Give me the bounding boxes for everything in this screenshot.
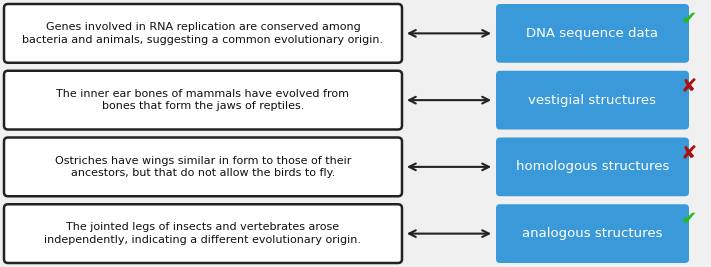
Text: ✘: ✘ xyxy=(681,77,697,96)
FancyBboxPatch shape xyxy=(4,204,402,263)
FancyBboxPatch shape xyxy=(496,204,689,263)
Text: Ostriches have wings similar in form to those of their
ancestors, but that do no: Ostriches have wings similar in form to … xyxy=(55,156,351,178)
Text: ✘: ✘ xyxy=(681,143,697,163)
FancyBboxPatch shape xyxy=(4,4,402,63)
Text: The inner ear bones of mammals have evolved from
bones that form the jaws of rep: The inner ear bones of mammals have evol… xyxy=(56,89,350,111)
Text: vestigial structures: vestigial structures xyxy=(528,94,656,107)
Text: ✔: ✔ xyxy=(681,10,697,29)
FancyBboxPatch shape xyxy=(4,71,402,129)
Text: analogous structures: analogous structures xyxy=(523,227,663,240)
Text: Genes involved in RNA replication are conserved among
bacteria and animals, sugg: Genes involved in RNA replication are co… xyxy=(23,22,383,45)
Text: The jointed legs of insects and vertebrates arose
independently, indicating a di: The jointed legs of insects and vertebra… xyxy=(45,222,361,245)
FancyBboxPatch shape xyxy=(496,71,689,129)
Text: ✔: ✔ xyxy=(681,210,697,229)
FancyBboxPatch shape xyxy=(496,138,689,196)
FancyBboxPatch shape xyxy=(496,4,689,63)
Text: DNA sequence data: DNA sequence data xyxy=(527,27,658,40)
Text: homologous structures: homologous structures xyxy=(515,160,669,173)
FancyBboxPatch shape xyxy=(4,138,402,196)
